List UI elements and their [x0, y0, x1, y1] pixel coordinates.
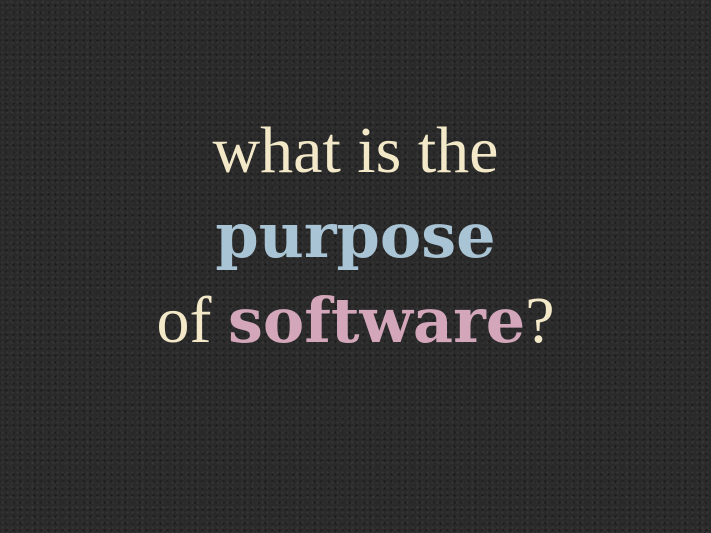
- title-word-software: software: [227, 284, 526, 357]
- title-word-of: of: [156, 284, 228, 357]
- slide-title: what is the purpose of software?: [0, 108, 711, 379]
- title-line-1: what is the: [212, 114, 499, 187]
- title-line-3: of software?: [0, 278, 711, 379]
- title-question-mark: ?: [525, 284, 555, 357]
- title-word-purpose: purpose: [215, 199, 496, 272]
